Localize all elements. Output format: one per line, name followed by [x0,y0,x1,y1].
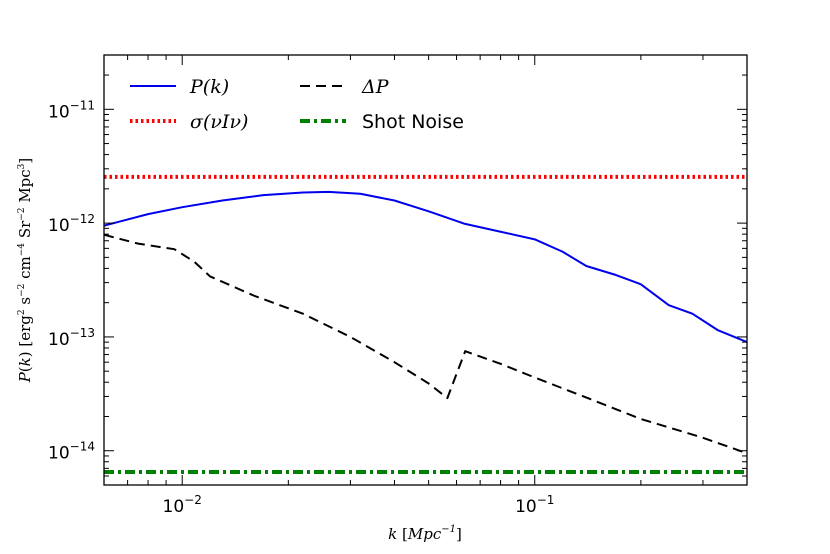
y-axis-label: P(k) [erg2 s−2 cm−4 Sr−2 Mpc3] [16,158,34,384]
legend: P(k) σ(νIν) ΔP Shot Noise [130,76,464,133]
ticks-layer: 10−2 10−1 10−14 10−13 10−12 10−11 [48,54,748,517]
series-line-pk [104,190,747,344]
plot-frame [103,54,748,486]
legend-label-delta: ΔP [361,76,390,98]
x-tick-label: 10−2 [163,493,202,517]
y-tick-label: 10−14 [48,440,95,464]
legend-label-sigma: σ(νIν) [190,111,248,133]
y-tick-label: 10−12 [48,212,95,236]
x-axis-label: k [Mpc−1] [388,524,462,543]
x-tick-label: 10−1 [515,493,554,517]
y-tick-label: 10−11 [48,98,95,122]
series-line-delta-p [104,233,747,455]
y-tick-label: 10−13 [48,326,95,350]
legend-label-pk: P(k) [189,76,229,98]
legend-label-shot: Shot Noise [362,111,464,133]
series-layer [104,174,747,475]
